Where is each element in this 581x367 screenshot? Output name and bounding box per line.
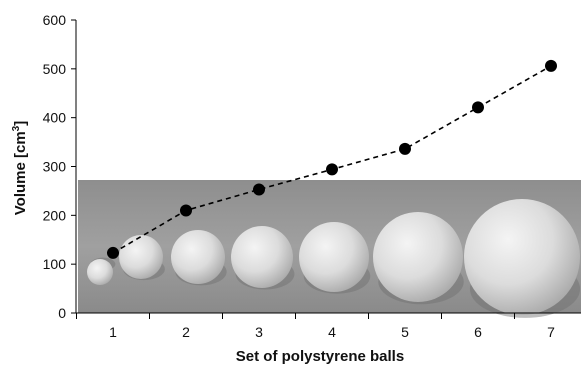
y-tick-label: 400	[43, 110, 67, 126]
y-tick-label: 200	[43, 207, 67, 223]
data-point	[180, 204, 192, 217]
x-tick-label: 2	[182, 324, 190, 340]
background-photo	[78, 180, 581, 318]
polystyrene-ball	[171, 230, 225, 284]
x-tick-label: 1	[109, 324, 117, 340]
data-point	[472, 101, 484, 114]
y-axis-title-close: ]	[12, 121, 29, 126]
polystyrene-ball	[373, 212, 463, 302]
polystyrene-ball	[299, 222, 369, 292]
polystyrene-ball	[119, 235, 163, 279]
data-point	[545, 59, 557, 72]
y-tick-label: 600	[43, 12, 67, 28]
y-tick-label: 0	[58, 305, 66, 321]
y-axis-title-superscript: 3	[11, 125, 22, 131]
polystyrene-ball	[231, 226, 293, 288]
data-point	[253, 183, 265, 196]
polystyrene-ball	[87, 259, 113, 285]
x-tick-label: 4	[328, 324, 336, 340]
x-tick-label: 6	[474, 324, 482, 340]
polystyrene-ball	[464, 199, 580, 315]
y-tick-label: 500	[43, 61, 67, 77]
y-tick-label: 300	[43, 159, 67, 175]
data-point	[399, 142, 411, 155]
y-axis-title-main: Volume [cm	[12, 131, 29, 215]
data-point	[107, 246, 119, 259]
x-axis-title: Set of polystyrene balls	[236, 348, 404, 365]
x-tick-label: 3	[255, 324, 263, 340]
y-axis-title: Volume [cm3]	[11, 121, 29, 215]
x-tick-label: 7	[547, 324, 555, 340]
y-tick-label: 100	[43, 256, 67, 272]
x-tick-label: 5	[401, 324, 409, 340]
data-point	[326, 163, 338, 176]
